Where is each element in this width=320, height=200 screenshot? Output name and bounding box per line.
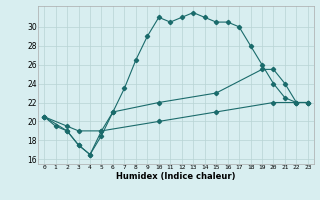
X-axis label: Humidex (Indice chaleur): Humidex (Indice chaleur)	[116, 172, 236, 181]
